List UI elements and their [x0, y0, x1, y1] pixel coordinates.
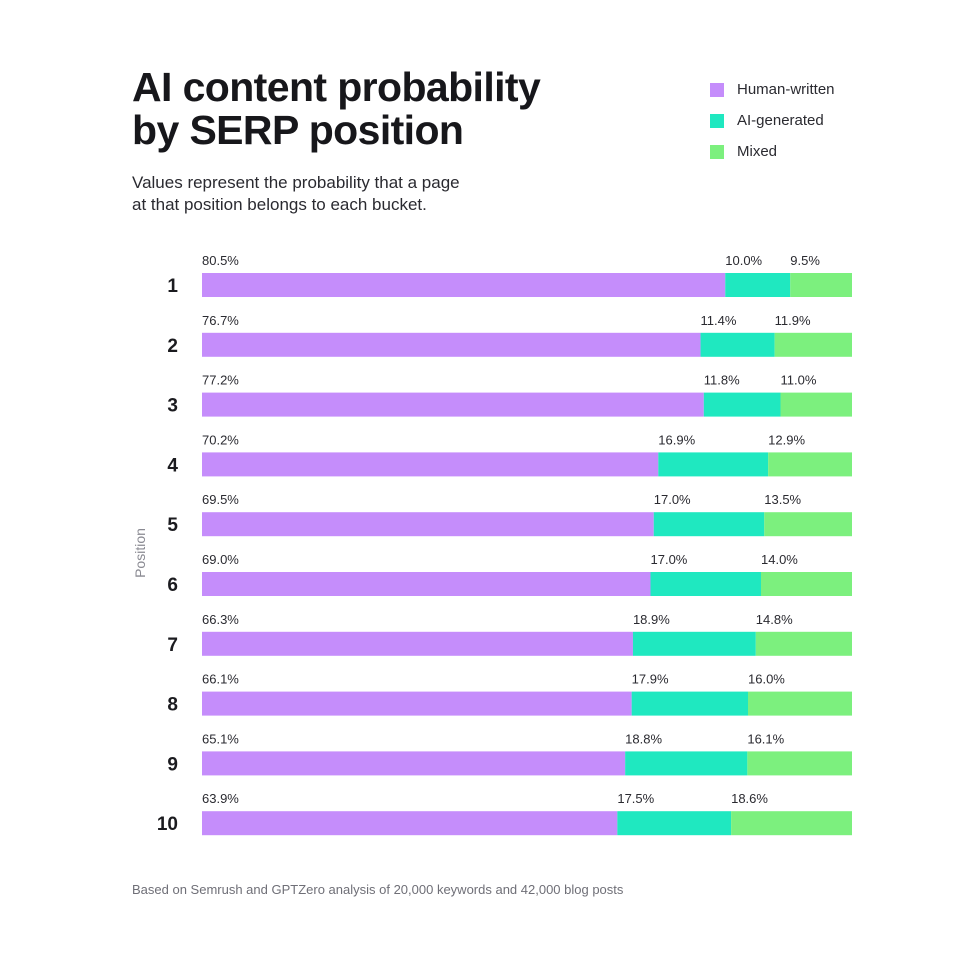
data-label-ai-generated-pos-7: 18.9% [633, 612, 670, 627]
bar-segment-ai-generated-pos-5 [653, 512, 765, 537]
bar-segment-human-written-pos-9 [202, 751, 626, 776]
data-label-human-written-pos-6: 69.0% [202, 552, 239, 567]
bar-segment-ai-generated-pos-10 [617, 811, 732, 836]
data-label-ai-generated-pos-4: 16.9% [658, 432, 695, 447]
legend-item-human-written: Human-written [710, 74, 835, 105]
data-label-ai-generated-pos-3: 11.8% [704, 373, 740, 388]
data-label-mixed-pos-5: 13.5% [764, 492, 801, 507]
chart-legend: Human-written AI-generated Mixed [710, 74, 835, 167]
data-label-mixed-pos-3: 11.0% [781, 373, 817, 388]
chart-title-line-2: by SERP position [132, 107, 464, 153]
data-label-mixed-pos-9: 16.1% [747, 731, 784, 746]
bar-segment-mixed-pos-6 [761, 572, 852, 596]
data-label-mixed-pos-7: 14.8% [756, 612, 793, 627]
bar-segment-ai-generated-pos-4 [658, 452, 769, 477]
category-label-10: 10 [157, 814, 178, 835]
category-label-6: 6 [167, 575, 178, 596]
category-label-4: 4 [167, 455, 178, 476]
data-label-human-written-pos-7: 66.3% [202, 612, 239, 627]
data-label-ai-generated-pos-2: 11.4% [701, 313, 737, 328]
category-label-7: 7 [167, 635, 178, 656]
data-label-ai-generated-pos-8: 17.9% [632, 672, 669, 687]
data-label-human-written-pos-2: 76.7% [202, 313, 239, 328]
data-label-mixed-pos-6: 14.0% [761, 552, 798, 567]
chart-subtitle-line-1: Values represent the probability that a … [132, 173, 460, 192]
data-label-mixed-pos-10: 18.6% [731, 791, 768, 806]
bar-segment-ai-generated-pos-9 [625, 751, 748, 776]
bar-segment-human-written-pos-6 [202, 572, 651, 596]
bar-row-position-10: 10 63.9% 17.5% 18.6% [157, 791, 852, 836]
data-label-human-written-pos-8: 66.1% [202, 672, 239, 687]
chart-title-line-1: AI content probability [132, 64, 541, 110]
legend-item-mixed: Mixed [710, 136, 835, 167]
bar-segment-human-written-pos-8 [202, 691, 632, 716]
footnote: Based on Semrush and GPTZero analysis of… [132, 882, 624, 897]
legend-label-mixed: Mixed [737, 143, 778, 160]
bar-row-position-5: 5 69.5% 17.0% 13.5% [167, 492, 852, 537]
data-label-ai-generated-pos-5: 17.0% [654, 492, 691, 507]
bar-segment-human-written-pos-2 [202, 332, 701, 357]
category-label-5: 5 [167, 515, 178, 536]
bar-segment-mixed-pos-1 [790, 273, 852, 297]
category-label-1: 1 [167, 276, 178, 297]
bar-segment-ai-generated-pos-7 [632, 631, 756, 656]
legend-label-ai-generated: AI-generated [737, 112, 824, 129]
chart-title: AI content probability by SERP position [132, 66, 612, 152]
data-label-ai-generated-pos-6: 17.0% [651, 552, 688, 567]
category-label-9: 9 [167, 754, 178, 775]
data-label-ai-generated-pos-9: 18.8% [625, 731, 662, 746]
bar-segment-mixed-pos-9 [747, 751, 852, 776]
bar-row-position-3: 3 77.2% 11.8% 11.0% [167, 373, 852, 417]
bar-row-position-7: 7 66.3% 18.9% 14.8% [167, 612, 852, 656]
bar-segment-mixed-pos-2 [774, 332, 852, 357]
bar-row-position-8: 8 66.1% 17.9% 16.0% [167, 672, 852, 716]
bar-segment-mixed-pos-5 [764, 512, 852, 537]
legend-label-human-written: Human-written [737, 81, 835, 98]
bar-row-position-1: 1 80.5% 10.0% 9.5% [167, 253, 852, 297]
data-label-mixed-pos-2: 11.9% [775, 313, 811, 328]
bar-segment-mixed-pos-3 [780, 392, 852, 417]
bar-segment-mixed-pos-8 [748, 691, 852, 716]
category-label-8: 8 [167, 695, 178, 716]
bar-segment-ai-generated-pos-2 [700, 332, 775, 357]
data-label-human-written-pos-9: 65.1% [202, 731, 239, 746]
bar-segment-ai-generated-pos-1 [725, 273, 791, 297]
bar-row-position-9: 9 65.1% 18.8% 16.1% [167, 731, 852, 776]
data-label-human-written-pos-5: 69.5% [202, 492, 239, 507]
bar-segment-mixed-pos-7 [755, 631, 852, 656]
data-label-human-written-pos-1: 80.5% [202, 253, 239, 268]
bar-segment-human-written-pos-5 [202, 512, 654, 537]
legend-swatch-human-written [710, 82, 724, 97]
data-label-human-written-pos-3: 77.2% [202, 373, 239, 388]
legend-swatch-ai-generated [710, 113, 724, 128]
bar-row-position-4: 4 70.2% 16.9% 12.9% [167, 432, 852, 477]
bar-segment-ai-generated-pos-6 [650, 572, 761, 596]
bar-segment-human-written-pos-1 [202, 273, 726, 297]
data-label-ai-generated-pos-10: 17.5% [617, 791, 654, 806]
data-label-human-written-pos-10: 63.9% [202, 791, 239, 806]
data-label-mixed-pos-1: 9.5% [790, 253, 820, 268]
bar-segment-human-written-pos-7 [202, 631, 633, 656]
chart-subtitle: Values represent the probability that a … [132, 172, 562, 216]
chart-subtitle-line-2: at that position belongs to each bucket. [132, 195, 427, 214]
data-label-mixed-pos-4: 12.9% [768, 432, 805, 447]
bar-segment-ai-generated-pos-3 [703, 392, 781, 417]
bar-segment-human-written-pos-10 [202, 811, 618, 836]
bar-segment-human-written-pos-3 [202, 392, 704, 417]
bar-segment-human-written-pos-4 [202, 452, 659, 477]
legend-swatch-mixed [710, 144, 724, 159]
bar-segment-mixed-pos-10 [731, 811, 852, 836]
category-label-3: 3 [167, 396, 178, 417]
bar-row-position-2: 2 76.7% 11.4% 11.9% [167, 313, 852, 357]
category-label-2: 2 [167, 336, 178, 357]
bar-row-position-6: 6 69.0% 17.0% 14.0% [167, 552, 852, 596]
data-label-human-written-pos-4: 70.2% [202, 432, 239, 447]
data-label-ai-generated-pos-1: 10.0% [725, 253, 762, 268]
bar-segment-mixed-pos-4 [768, 452, 852, 477]
data-label-mixed-pos-8: 16.0% [748, 672, 785, 687]
bar-segment-ai-generated-pos-8 [631, 691, 748, 716]
legend-item-ai-generated: AI-generated [710, 105, 835, 136]
